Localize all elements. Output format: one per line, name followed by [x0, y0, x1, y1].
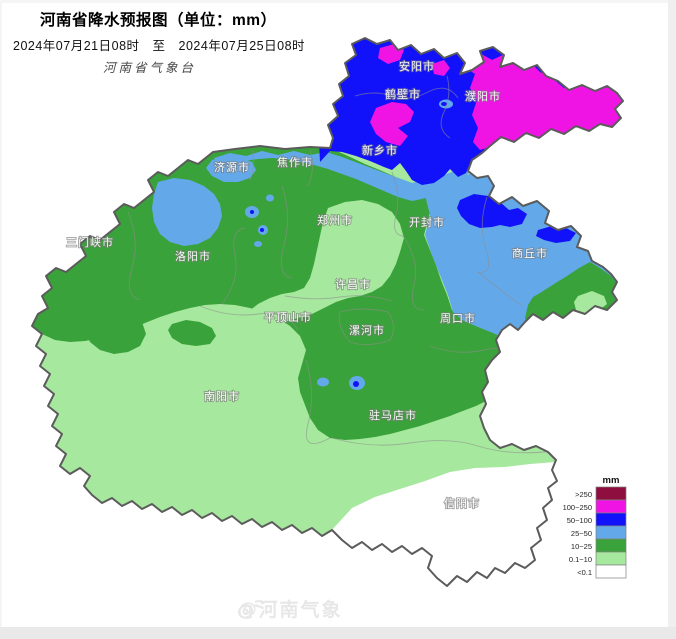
region-xinyang-dry	[315, 462, 585, 586]
city-label: 许昌市	[335, 277, 371, 291]
page-edge	[668, 0, 676, 639]
region-luoyang-north-patch	[152, 178, 222, 246]
city-label: 安阳市	[399, 59, 435, 73]
reservoir-dot	[260, 228, 264, 232]
lake	[317, 377, 329, 387]
city-label: 新乡市	[362, 143, 398, 157]
forecast-period: 2024年07月21日08时 至 2024年07月25日08时	[13, 39, 306, 53]
agency-name: 河南省气象台	[103, 61, 197, 75]
region-reservoir-patch	[266, 194, 274, 202]
legend-label: 0.1~10	[569, 555, 592, 564]
legend-swatch	[595, 512, 627, 527]
page-title: 河南省降水预报图（单位：mm）	[40, 12, 277, 29]
watermark: @河南气象	[238, 595, 343, 622]
city-label: 商丘市	[512, 246, 548, 260]
legend-swatch	[595, 499, 627, 514]
page-edge	[0, 0, 676, 3]
city-label: 濮阳市	[465, 89, 501, 103]
region-xinxiang-band	[214, 151, 470, 201]
weibo-icon	[238, 600, 264, 619]
city-label: 驻马店市	[369, 408, 417, 422]
region-shangqiu-n-patch	[536, 226, 576, 243]
region-puyang-extreme	[462, 52, 623, 150]
lake-dot	[441, 102, 447, 106]
region-kaifeng-ne-patch	[457, 194, 527, 228]
city-label: 郑州市	[317, 213, 353, 227]
city-label: 南阳市	[204, 389, 240, 403]
region-hebi-patch	[370, 102, 414, 146]
page-edge	[0, 0, 2, 639]
city-boundaries	[127, 75, 546, 454]
city-label: 济源市	[214, 160, 250, 174]
legend-swatch	[595, 525, 627, 540]
city-label: 开封市	[409, 215, 445, 229]
legend-label: 50~100	[567, 516, 592, 525]
city-label: 平顶山市	[264, 310, 312, 324]
legend-label: <0.1	[577, 568, 592, 577]
region-anyang-small-patch	[432, 60, 450, 76]
city-label: 洛阳市	[175, 249, 211, 263]
page-edge	[0, 627, 676, 639]
region-zhumadian-green	[330, 326, 520, 438]
city-label: 漯河市	[349, 323, 385, 337]
region-nanyang-patch-east	[168, 320, 216, 346]
city-label: 焦作市	[277, 155, 313, 169]
lake-dot	[353, 381, 359, 387]
city-label: 三门峡市	[66, 235, 114, 249]
legend-label: 10~25	[571, 542, 592, 551]
city-label: 周口市	[440, 311, 476, 325]
region-reservoir-patch	[254, 241, 262, 247]
legend-swatch	[595, 486, 627, 501]
province-border	[31, 37, 624, 587]
legend-swatch	[595, 564, 627, 579]
watermark-text: @河南气象	[238, 600, 343, 621]
city-label: 鹤壁市	[385, 87, 421, 101]
reservoir-dot	[250, 210, 254, 214]
legend-swatch	[595, 551, 627, 566]
legend-swatch	[595, 538, 627, 553]
region-jiyuan-patch	[206, 156, 256, 182]
legend-label: 25~50	[571, 529, 592, 538]
legend-label: 100~250	[563, 503, 592, 512]
city-label: 信阳市	[444, 496, 480, 510]
region-nanyang-patch-west	[84, 310, 146, 354]
legend-label: >250	[575, 490, 592, 499]
map-legend: mm >250 100~250 50~100 25~50 10~25 0.1~10 <0.1	[563, 475, 627, 579]
legend-unit-label: mm	[603, 475, 620, 486]
